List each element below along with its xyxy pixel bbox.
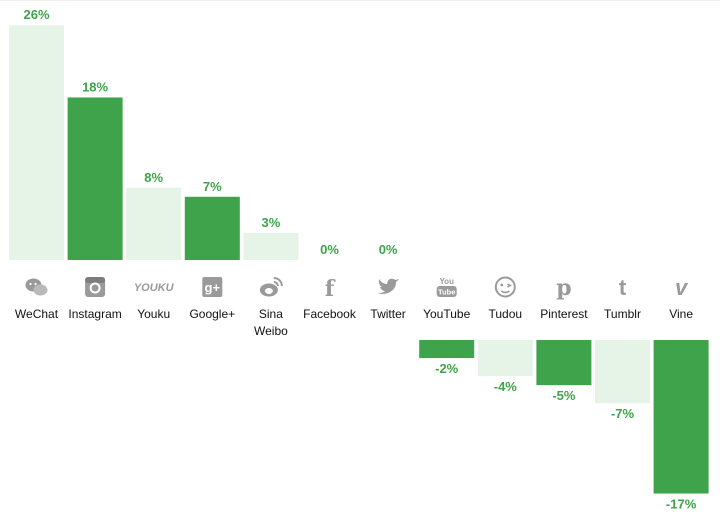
- bar-youtube: [419, 340, 475, 359]
- tudou-icon: [494, 276, 516, 298]
- bars-layer: [9, 25, 709, 494]
- value-label-twitter: 0%: [379, 242, 398, 257]
- value-label-tudou: -4%: [494, 379, 518, 394]
- category-label-google: Google+: [189, 307, 235, 321]
- svg-text:f: f: [325, 276, 336, 302]
- category-label-wechat: WeChat: [15, 307, 59, 321]
- category-label-tudou: Tudou: [489, 307, 523, 321]
- pinterest-icon: p: [556, 275, 571, 301]
- svg-text:p: p: [556, 275, 571, 301]
- svg-text:YOUKU: YOUKU: [134, 282, 175, 294]
- bar-youku: [126, 187, 182, 260]
- bar-instagram: [67, 97, 123, 261]
- category-label-pinterest: Pinterest: [540, 307, 588, 321]
- bar-wechat: [9, 25, 64, 260]
- value-label-youtube: -2%: [435, 361, 459, 376]
- value-label-wechat: 26%: [23, 7, 49, 22]
- tumblr-icon: t: [619, 275, 627, 300]
- svg-text:t: t: [619, 275, 627, 300]
- category-label-facebook: Facebook: [303, 307, 357, 321]
- value-label-facebook: 0%: [320, 242, 339, 257]
- bar-sina-weibo: [243, 232, 299, 260]
- value-label-pinterest: -5%: [552, 388, 576, 403]
- category-label-tumblr: Tumblr: [604, 307, 641, 321]
- bar-vine: [653, 340, 709, 494]
- category-label-youtube: YouTube: [423, 307, 470, 321]
- instagram-icon: [85, 277, 106, 297]
- category-labels-layer: WeChat Instagram Youku Google+ Sina Weibo Face…: [15, 307, 693, 338]
- google-plus-icon: g+: [202, 277, 223, 297]
- value-label-tumblr: -7%: [611, 406, 635, 421]
- bar-pinterest: [536, 340, 592, 386]
- twitter-icon: [378, 278, 400, 294]
- value-label-google: 7%: [203, 179, 222, 194]
- category-label-instagram: Instagram: [68, 307, 121, 321]
- facebook-icon: f: [325, 276, 336, 302]
- value-labels-layer: 26% 18% 8% 7% 3% 0% 0% -2% -4% -5% -7% -17%: [23, 7, 696, 511]
- bar-tumblr: [595, 340, 650, 404]
- wechat-icon: [25, 278, 48, 296]
- icons-layer: YOUKU g+ f You Tube p t v: [25, 275, 689, 302]
- value-label-instagram: 18%: [82, 79, 108, 94]
- category-label-vine: Vine: [669, 307, 693, 321]
- value-label-youku: 8%: [144, 170, 163, 185]
- vine-icon: v: [675, 275, 689, 300]
- value-label-vine: -17%: [666, 497, 697, 512]
- youtube-icon: You Tube: [436, 277, 457, 297]
- svg-text:You: You: [439, 277, 454, 286]
- value-label-sina-weibo: 3%: [262, 215, 281, 230]
- bar-tudou: [477, 340, 533, 377]
- sina-weibo-icon: [259, 277, 283, 297]
- youku-icon: YOUKU: [134, 282, 175, 294]
- svg-text:Tube: Tube: [438, 288, 455, 297]
- category-label-twitter: Twitter: [370, 307, 405, 321]
- category-label-sina-weibo: Sina Weibo: [254, 307, 288, 338]
- svg-text:v: v: [675, 275, 689, 300]
- category-label-youku: Youku: [137, 307, 170, 321]
- bar-google: [184, 196, 240, 260]
- svg-text:g+: g+: [205, 280, 221, 295]
